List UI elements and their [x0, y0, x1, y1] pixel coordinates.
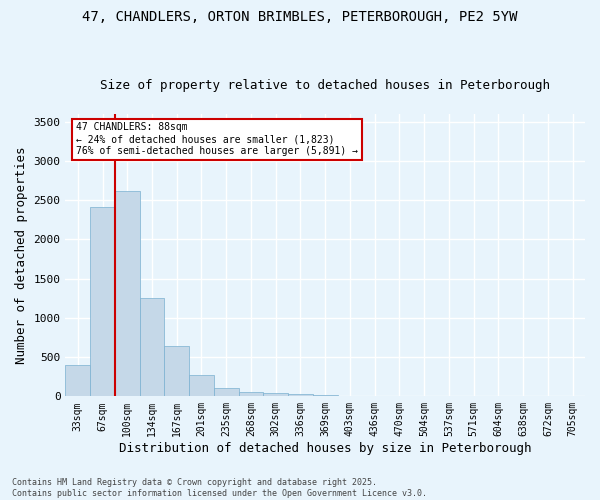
Bar: [140, 298, 164, 396]
Bar: [189, 375, 214, 396]
Bar: [263, 393, 288, 396]
Bar: [313, 395, 338, 396]
Bar: [90, 206, 115, 396]
Bar: [65, 365, 90, 396]
Text: 47 CHANDLERS: 88sqm
← 24% of detached houses are smaller (1,823)
76% of semi-det: 47 CHANDLERS: 88sqm ← 24% of detached ho…: [76, 122, 358, 156]
X-axis label: Distribution of detached houses by size in Peterborough: Distribution of detached houses by size …: [119, 442, 532, 455]
Text: 47, CHANDLERS, ORTON BRIMBLES, PETERBOROUGH, PE2 5YW: 47, CHANDLERS, ORTON BRIMBLES, PETERBORO…: [82, 10, 518, 24]
Bar: [164, 346, 189, 397]
Text: Contains HM Land Registry data © Crown copyright and database right 2025.
Contai: Contains HM Land Registry data © Crown c…: [12, 478, 427, 498]
Bar: [115, 191, 140, 396]
Y-axis label: Number of detached properties: Number of detached properties: [15, 146, 28, 364]
Bar: [288, 394, 313, 396]
Bar: [214, 388, 239, 396]
Title: Size of property relative to detached houses in Peterborough: Size of property relative to detached ho…: [100, 79, 550, 92]
Bar: [239, 392, 263, 396]
